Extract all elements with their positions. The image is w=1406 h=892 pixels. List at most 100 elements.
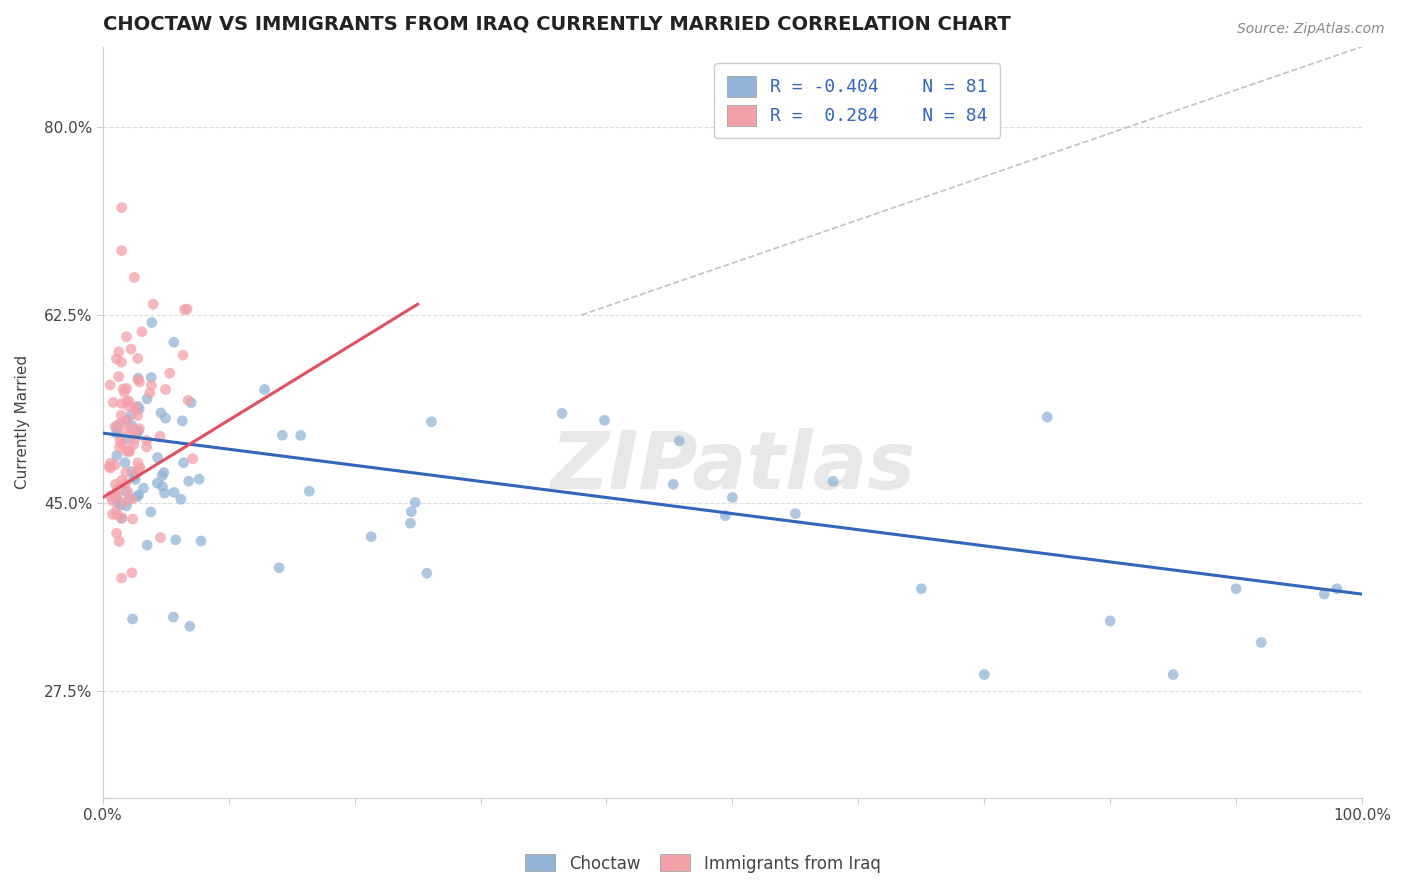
Text: CHOCTAW VS IMMIGRANTS FROM IRAQ CURRENTLY MARRIED CORRELATION CHART: CHOCTAW VS IMMIGRANTS FROM IRAQ CURRENTL…: [103, 15, 1011, 34]
Point: [98, 459, 121, 474]
Point: [98, 378, 121, 392]
Point: [1225, 582, 1247, 596]
Point: [111, 436, 134, 450]
Point: [125, 425, 148, 440]
Point: [110, 355, 132, 369]
Point: [105, 508, 128, 522]
Point: [127, 424, 149, 438]
Point: [118, 444, 141, 458]
Point: [823, 475, 845, 489]
Point: [1161, 667, 1184, 681]
Point: [118, 443, 141, 458]
Point: [107, 369, 129, 384]
Point: [117, 399, 139, 413]
Point: [593, 413, 616, 427]
Point: [153, 486, 176, 500]
Point: [416, 566, 439, 581]
Point: [112, 385, 135, 400]
Point: [115, 330, 138, 344]
Point: [180, 395, 202, 409]
Point: [142, 297, 165, 311]
Point: [111, 201, 134, 215]
Point: [146, 476, 169, 491]
Point: [105, 504, 128, 518]
Point: [177, 393, 200, 408]
Point: [127, 400, 149, 414]
Point: [101, 508, 124, 522]
Point: [136, 392, 159, 406]
Point: [910, 582, 932, 596]
Point: [128, 422, 150, 436]
Point: [128, 375, 150, 389]
Point: [399, 516, 422, 531]
Point: [100, 489, 122, 503]
Point: [104, 477, 127, 491]
Point: [127, 409, 149, 423]
Text: Source: ZipAtlas.com: Source: ZipAtlas.com: [1237, 22, 1385, 37]
Point: [176, 301, 198, 316]
Point: [141, 378, 163, 392]
Point: [170, 492, 193, 507]
Point: [172, 348, 194, 362]
Point: [105, 426, 128, 441]
Point: [122, 469, 145, 483]
Point: [155, 411, 177, 425]
Point: [111, 244, 134, 258]
Point: [122, 437, 145, 451]
Point: [101, 493, 124, 508]
Point: [110, 416, 132, 430]
Point: [115, 499, 138, 513]
Point: [111, 510, 134, 524]
Point: [115, 444, 138, 458]
Point: [115, 476, 138, 491]
Point: [179, 619, 201, 633]
Point: [401, 505, 423, 519]
Point: [149, 531, 172, 545]
Point: [114, 456, 136, 470]
Point: [128, 460, 150, 475]
Point: [420, 415, 443, 429]
Point: [124, 270, 146, 285]
Point: [98, 456, 121, 470]
Point: [253, 383, 276, 397]
Point: [121, 566, 143, 580]
Point: [104, 419, 127, 434]
Point: [360, 530, 382, 544]
Point: [110, 474, 132, 488]
Point: [105, 526, 128, 541]
Point: [172, 414, 194, 428]
Point: [1099, 614, 1122, 628]
Point: [107, 418, 129, 433]
Point: [267, 560, 290, 574]
Point: [136, 538, 159, 552]
Point: [153, 466, 176, 480]
Point: [124, 403, 146, 417]
Point: [104, 489, 127, 503]
Point: [159, 366, 181, 380]
Point: [110, 408, 132, 422]
Point: [112, 382, 135, 396]
Point: [1313, 587, 1336, 601]
Point: [298, 484, 321, 499]
Point: [127, 371, 149, 385]
Point: [122, 425, 145, 440]
Point: [173, 302, 195, 317]
Point: [662, 477, 685, 491]
Point: [110, 511, 132, 525]
Point: [124, 400, 146, 414]
Point: [177, 474, 200, 488]
Point: [152, 479, 174, 493]
Legend: Choctaw, Immigrants from Iraq: Choctaw, Immigrants from Iraq: [519, 847, 887, 880]
Point: [124, 473, 146, 487]
Point: [128, 462, 150, 476]
Point: [1326, 582, 1348, 596]
Point: [115, 381, 138, 395]
Point: [118, 491, 141, 506]
Point: [107, 344, 129, 359]
Point: [121, 422, 143, 436]
Point: [141, 370, 163, 384]
Point: [165, 533, 187, 547]
Point: [1036, 409, 1059, 424]
Point: [128, 488, 150, 502]
Point: [127, 373, 149, 387]
